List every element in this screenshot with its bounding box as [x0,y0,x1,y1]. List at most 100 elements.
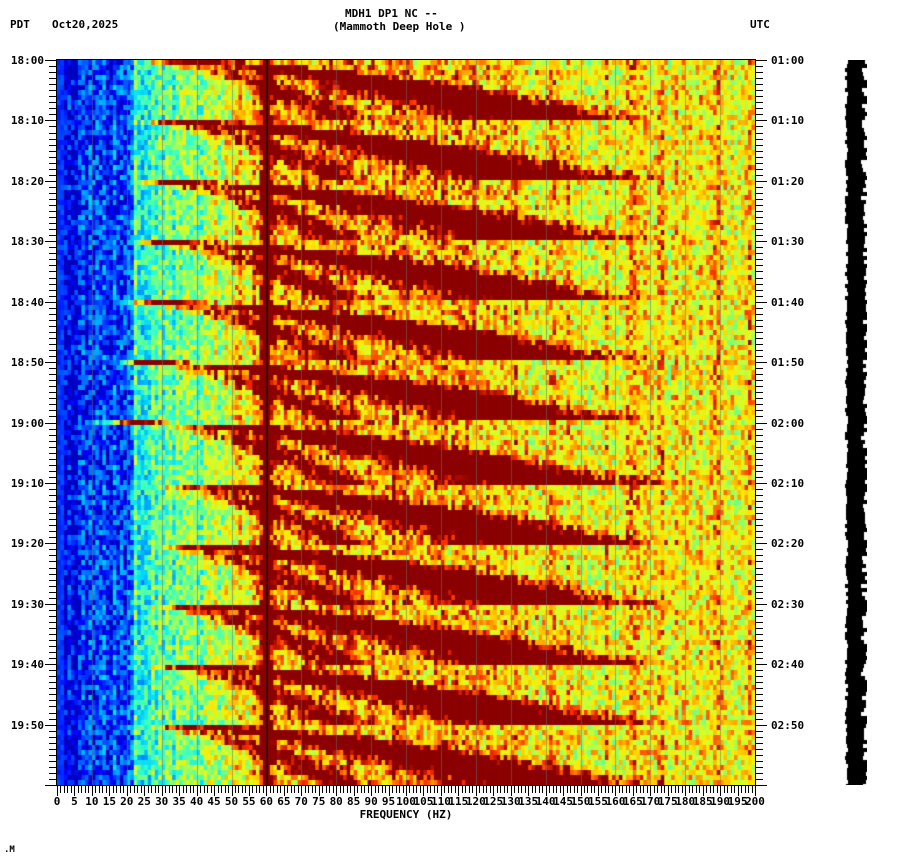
tick-minor-right [756,410,763,411]
y-label-utc: 02:00 [771,416,805,430]
tick-minor-bottom [532,786,533,793]
tick-minor-left [49,253,56,254]
tick-minor-right [756,773,763,774]
y-label-pdt: 18:20 [10,174,44,188]
tick-minor-right [756,555,763,556]
tick-minor-bottom [591,786,592,793]
y-label-pdt: 18:50 [10,356,44,370]
tick-major-bottom [266,786,267,796]
tick-minor-left [49,374,56,375]
tick-minor-bottom [416,786,417,793]
tick-minor-bottom [706,786,707,793]
tick-minor-bottom [245,786,246,793]
tick-minor-bottom [469,786,470,793]
tick-minor-right [756,404,763,405]
corner-artifact-glyph: .M [4,845,15,855]
tick-minor-left [49,435,56,436]
tick-minor-bottom [514,786,515,793]
tick-minor-bottom [626,786,627,793]
tick-minor-bottom [183,786,184,793]
tick-major-bottom [563,786,564,796]
x-label-frequency: 200 [745,795,765,808]
tick-minor-bottom [560,786,561,793]
tick-minor-left [49,133,56,134]
tick-major-bottom [441,786,442,796]
tick-minor-right [756,652,763,653]
tick-minor-bottom [155,786,156,793]
tick-minor-left [49,537,56,538]
tick-minor-bottom [490,786,491,793]
tick-minor-left [49,743,56,744]
tick-minor-right [756,755,763,756]
tick-minor-bottom [256,786,257,793]
tick-minor-bottom [169,786,170,793]
tick-minor-bottom [333,786,334,793]
tick-major-bottom [738,786,739,796]
tick-minor-bottom [699,786,700,793]
colorbar-canvas [843,60,867,785]
tick-minor-bottom [357,786,358,793]
tick-minor-bottom [748,786,749,793]
tick-minor-bottom [78,786,79,793]
tick-major-bottom [406,786,407,796]
tick-minor-right [756,628,763,629]
tick-minor-right [756,549,763,550]
tick-minor-right [756,501,763,502]
tick-minor-bottom [612,786,613,793]
tick-minor-bottom [629,786,630,793]
tick-minor-bottom [204,786,205,793]
tick-major-right [756,362,767,363]
tick-minor-bottom [497,786,498,793]
y-label-pdt: 19:40 [10,658,44,672]
tick-minor-left [49,453,56,454]
x-label-frequency: 125 [483,795,504,808]
tick-minor-left [49,90,56,91]
y-label-utc: 02:20 [771,537,805,551]
tick-minor-bottom [141,786,142,793]
tick-minor-left [49,592,56,593]
tick-minor-bottom [483,786,484,793]
tick-minor-left [49,471,56,472]
tick-minor-bottom [221,786,222,793]
tick-minor-bottom [643,786,644,793]
tick-major-bottom [301,786,302,796]
tick-major-bottom [214,786,215,796]
y-label-pdt: 18:10 [10,114,44,128]
tick-minor-right [756,133,763,134]
tick-minor-left [49,495,56,496]
y-label-pdt: 18:00 [10,54,44,67]
tick-minor-right [756,676,763,677]
tick-minor-bottom [200,786,201,793]
tick-minor-bottom [486,786,487,793]
tick-minor-left [49,459,56,460]
x-label-frequency: 90 [364,795,378,808]
x-label-frequency: 150 [570,795,591,808]
tick-minor-left [49,338,56,339]
tick-minor-bottom [347,786,348,793]
tick-minor-bottom [385,786,386,793]
tick-minor-bottom [479,786,480,793]
tick-minor-bottom [664,786,665,793]
tick-minor-bottom [382,786,383,793]
tick-minor-right [756,253,763,254]
tick-minor-left [49,700,56,701]
tick-minor-left [49,356,56,357]
tick-minor-bottom [647,786,648,793]
tick-minor-bottom [350,786,351,793]
tick-minor-bottom [242,786,243,793]
tick-minor-bottom [451,786,452,793]
x-label-frequency: 20 [120,795,134,808]
tick-minor-left [49,610,56,611]
tick-minor-left [49,187,56,188]
tick-minor-right [756,114,763,115]
tick-minor-left [49,652,56,653]
tick-minor-left [49,622,56,623]
x-label-frequency: 160 [605,795,626,808]
tick-minor-right [756,616,763,617]
tick-minor-right [756,471,763,472]
y-label-utc: 02:10 [771,476,805,490]
tick-minor-left [49,72,56,73]
tick-minor-left [49,386,56,387]
tick-minor-left [49,205,56,206]
tick-minor-right [756,350,763,351]
